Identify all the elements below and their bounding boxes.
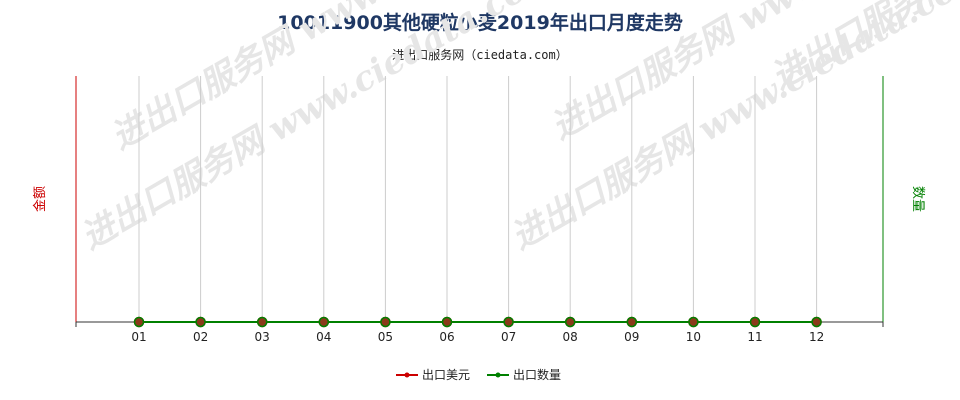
x-tick-label: 10	[686, 330, 701, 344]
chart-title: 10011900其他硬粒小麦2019年出口月度走势	[277, 12, 683, 34]
x-tick-label: 05	[378, 330, 393, 344]
x-tick-label: 03	[255, 330, 270, 344]
x-tick-label: 11	[747, 330, 762, 344]
data-point-1	[749, 316, 761, 328]
data-point-1	[564, 316, 576, 328]
x-tick-label: 07	[501, 330, 516, 344]
data-point-1	[133, 316, 145, 328]
data-point-1	[441, 316, 453, 328]
x-tick-label: 01	[131, 330, 146, 344]
legend-swatch-marker	[495, 372, 501, 378]
left-axis-label: 金额	[32, 186, 48, 212]
chart-subtitle: 进出口服务网（ciedata.com）	[392, 48, 568, 62]
x-tick-label: 08	[563, 330, 578, 344]
grid-lines	[138, 76, 818, 322]
x-axis-tick-labels: 01 02 03 04 05 06 07 08 09 10 11 12	[131, 330, 824, 344]
data-point-1	[256, 316, 268, 328]
data-point-1	[195, 316, 206, 328]
legend-label: 出口美元	[422, 368, 470, 382]
legend: 出口美元 出口数量	[396, 367, 561, 382]
x-tick-label: 04	[316, 330, 331, 344]
data-point-1	[503, 316, 514, 328]
data-point-1	[688, 316, 699, 328]
series-layer	[133, 316, 822, 328]
data-point-1	[318, 316, 330, 328]
data-point-1	[811, 316, 822, 328]
data-point-1	[626, 316, 638, 328]
data-point-1	[380, 316, 391, 328]
legend-label: 出口数量	[513, 367, 561, 382]
right-axis-label: 数量	[910, 186, 925, 212]
x-tick-label: 12	[809, 330, 824, 344]
x-tick-label: 06	[439, 330, 454, 344]
x-tick-label: 09	[624, 330, 639, 344]
legend-swatch-marker	[404, 372, 410, 378]
x-tick-label: 02	[193, 330, 208, 344]
